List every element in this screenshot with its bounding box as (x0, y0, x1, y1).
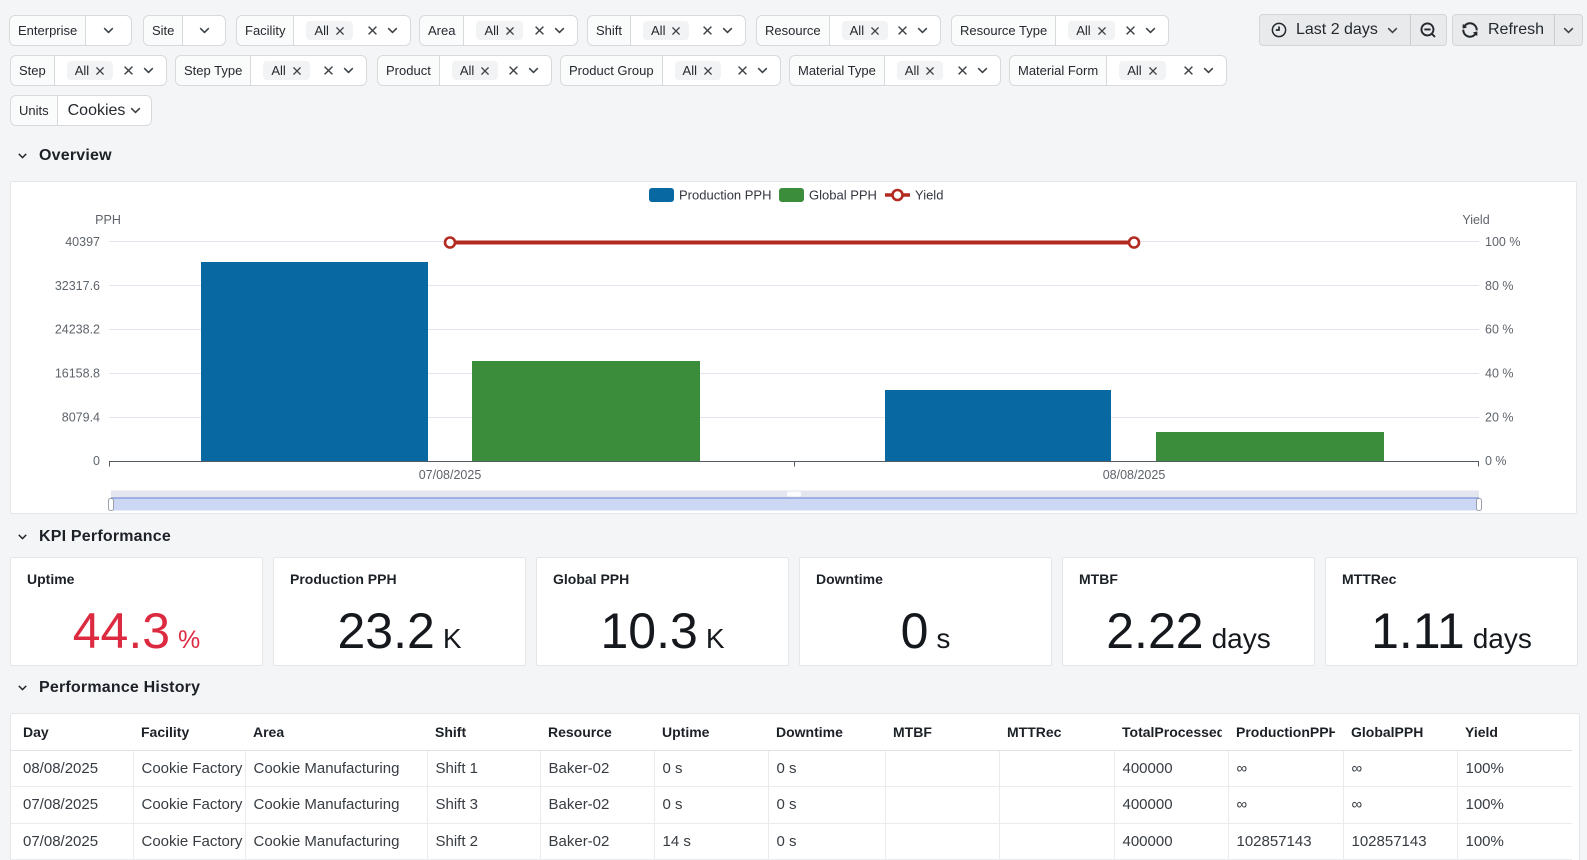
svg-text:Production PPH: Production PPH (679, 188, 772, 203)
svg-text:20 %: 20 % (1485, 410, 1514, 424)
svg-text:32317.6: 32317.6 (55, 279, 100, 293)
svg-text:08/08/2025: 08/08/2025 (1103, 468, 1166, 482)
svg-text:Global PPH: Global PPH (809, 188, 877, 203)
svg-text:60 %: 60 % (1485, 323, 1514, 337)
svg-text:Yield: Yield (915, 188, 943, 203)
svg-text:100 %: 100 % (1485, 235, 1520, 249)
svg-text:24238.2: 24238.2 (55, 323, 100, 337)
svg-text:40397: 40397 (65, 235, 100, 249)
svg-text:0 %: 0 % (1485, 454, 1507, 468)
svg-text:PPH: PPH (95, 213, 121, 227)
svg-text:Yield: Yield (1462, 213, 1489, 227)
svg-text:40 %: 40 % (1485, 367, 1514, 381)
svg-text:16158.8: 16158.8 (55, 367, 100, 381)
svg-text:07/08/2025: 07/08/2025 (419, 468, 482, 482)
svg-text:8079.4: 8079.4 (62, 410, 100, 424)
svg-text:80 %: 80 % (1485, 279, 1514, 293)
svg-text:0: 0 (93, 454, 100, 468)
